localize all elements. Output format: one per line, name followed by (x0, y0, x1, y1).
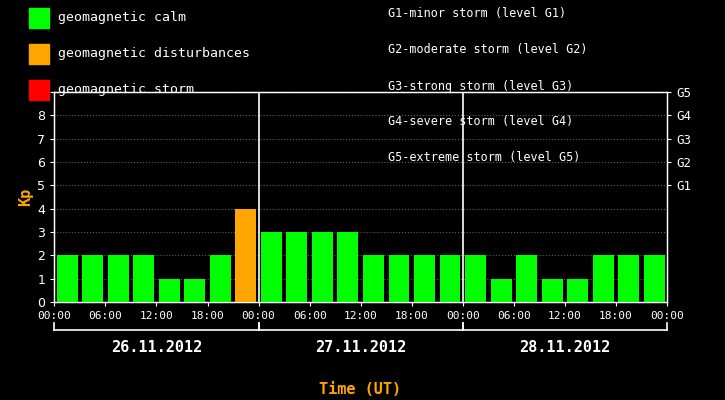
Bar (542, 279, 563, 302)
Bar (82, 255, 103, 302)
Bar (159, 279, 180, 302)
Text: geomagnetic calm: geomagnetic calm (58, 12, 186, 24)
Bar (261, 232, 282, 302)
Bar (644, 255, 665, 302)
Text: 26.11.2012: 26.11.2012 (111, 340, 202, 356)
Bar (414, 255, 435, 302)
Bar (312, 232, 333, 302)
Bar (618, 255, 639, 302)
Bar (108, 255, 128, 302)
Bar (133, 255, 154, 302)
Text: G3-strong storm (level G3): G3-strong storm (level G3) (388, 80, 573, 92)
Bar (439, 255, 460, 302)
Bar (57, 255, 78, 302)
Text: G1-minor storm (level G1): G1-minor storm (level G1) (388, 8, 566, 20)
Y-axis label: Kp: Kp (18, 188, 33, 206)
Bar (337, 232, 358, 302)
Bar (286, 232, 307, 302)
Text: geomagnetic disturbances: geomagnetic disturbances (58, 48, 250, 60)
Text: G2-moderate storm (level G2): G2-moderate storm (level G2) (388, 44, 587, 56)
Bar (184, 279, 205, 302)
Bar (593, 255, 613, 302)
Bar (491, 279, 512, 302)
Text: geomagnetic storm: geomagnetic storm (58, 84, 194, 96)
Text: 28.11.2012: 28.11.2012 (519, 340, 610, 356)
Bar (389, 255, 410, 302)
Bar (465, 255, 486, 302)
Bar (363, 255, 384, 302)
Bar (210, 255, 231, 302)
Text: 27.11.2012: 27.11.2012 (315, 340, 406, 356)
Bar (516, 255, 537, 302)
Text: Time (UT): Time (UT) (319, 382, 402, 398)
Text: G4-severe storm (level G4): G4-severe storm (level G4) (388, 116, 573, 128)
Bar (236, 209, 256, 302)
Bar (567, 279, 588, 302)
Text: G5-extreme storm (level G5): G5-extreme storm (level G5) (388, 152, 580, 164)
